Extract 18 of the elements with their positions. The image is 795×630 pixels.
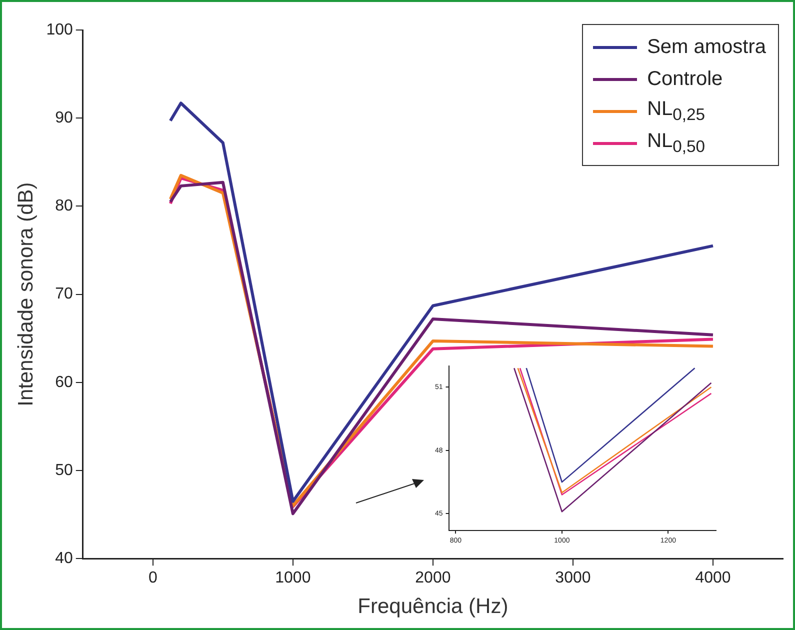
legend-label: NL$_{0,50}$ bbox=[647, 130, 706, 156]
y-tick-label: 90 bbox=[55, 110, 73, 127]
y-tick-label: 80 bbox=[55, 198, 73, 215]
x-tick-label: 2000 bbox=[415, 570, 451, 587]
y-tick-label: 100 bbox=[46, 21, 73, 38]
legend-label: NL$_{0,25}$ bbox=[647, 98, 706, 124]
x-tick-label: 4000 bbox=[695, 570, 731, 587]
legend-label: Controle bbox=[647, 68, 723, 90]
y-tick-label: 50 bbox=[55, 462, 73, 479]
x-tick-label: 3000 bbox=[555, 570, 591, 587]
y-tick-label: 70 bbox=[55, 286, 73, 303]
y-tick-label: 60 bbox=[55, 374, 73, 391]
x-axis-title: Frequência (Hz) bbox=[358, 595, 508, 618]
x-tick-label: 0 bbox=[148, 570, 158, 587]
legend-label: Sem amostra bbox=[647, 36, 766, 58]
y-tick-label: 40 bbox=[55, 550, 73, 568]
x-tick-label: 1000 bbox=[275, 570, 311, 587]
y-axis-title: Intensidade sonora (dB) bbox=[14, 182, 38, 406]
